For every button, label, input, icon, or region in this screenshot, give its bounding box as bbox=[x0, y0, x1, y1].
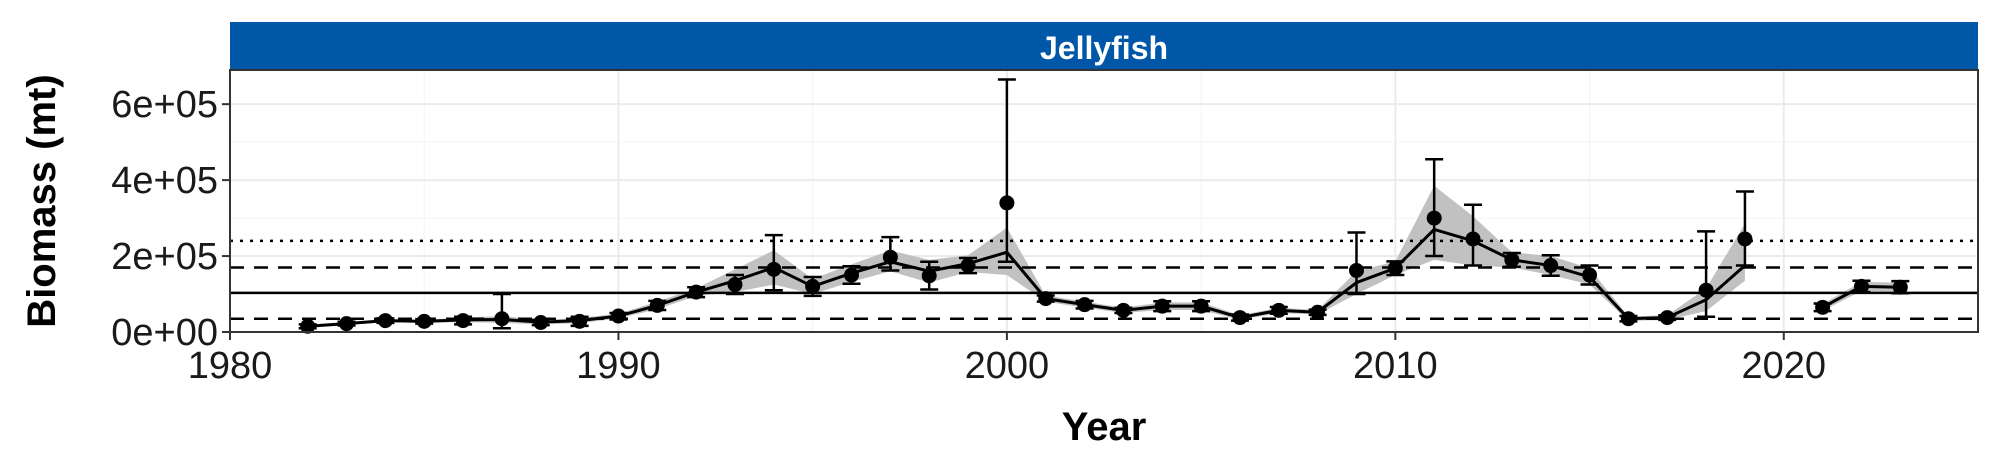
data-point bbox=[1271, 302, 1287, 318]
data-point bbox=[1582, 267, 1598, 283]
data-point bbox=[1892, 279, 1908, 295]
facet-title: Jellyfish bbox=[1040, 30, 1168, 66]
x-tick-label: 2020 bbox=[1742, 345, 1827, 387]
data-point bbox=[1543, 258, 1559, 274]
data-point bbox=[1232, 310, 1248, 326]
data-point bbox=[921, 268, 937, 284]
data-point bbox=[1815, 299, 1831, 315]
data-point bbox=[766, 261, 782, 277]
data-point bbox=[1038, 291, 1054, 307]
data-point bbox=[1659, 310, 1675, 326]
ribbon-band bbox=[1822, 281, 1901, 311]
data-point bbox=[494, 311, 510, 327]
data-point bbox=[727, 277, 743, 293]
y-tick-label: 2e+05 bbox=[111, 236, 218, 278]
y-axis-title: Biomass (mt) bbox=[20, 74, 64, 327]
reference-lines bbox=[230, 239, 1978, 320]
data-point bbox=[1115, 302, 1131, 318]
data-point bbox=[844, 267, 860, 283]
data-point bbox=[1504, 252, 1520, 268]
data-point bbox=[1426, 210, 1442, 226]
data-point bbox=[1853, 278, 1869, 294]
data-point bbox=[610, 308, 626, 324]
data-point bbox=[1310, 304, 1326, 320]
y-tick-label: 4e+05 bbox=[111, 160, 218, 202]
plot-panel bbox=[230, 70, 1978, 332]
data-point bbox=[1077, 297, 1093, 313]
data-point bbox=[1465, 231, 1481, 247]
data-point bbox=[999, 195, 1015, 211]
x-axis-ticks: 1980 1990 2000 2010 2020 bbox=[188, 332, 1826, 387]
data-point bbox=[455, 313, 471, 329]
data-point bbox=[1737, 231, 1753, 247]
data-point bbox=[960, 258, 976, 274]
x-tick-label: 2010 bbox=[1353, 345, 1438, 387]
y-tick-label: 0e+00 bbox=[111, 312, 218, 354]
data-point bbox=[300, 318, 316, 334]
x-tick-label: 1980 bbox=[188, 345, 273, 387]
data-point bbox=[649, 297, 665, 313]
x-tick-label: 2000 bbox=[965, 345, 1050, 387]
y-tick-label: 6e+05 bbox=[111, 84, 218, 126]
ribbon-band bbox=[307, 185, 1745, 328]
data-point bbox=[688, 284, 704, 300]
data-point bbox=[882, 249, 898, 265]
data-point bbox=[339, 316, 355, 332]
data-point bbox=[1620, 311, 1636, 327]
data-point bbox=[1154, 298, 1170, 314]
data-point bbox=[1387, 260, 1403, 276]
x-tick-label: 1990 bbox=[576, 345, 661, 387]
data-point bbox=[533, 315, 549, 331]
data-series bbox=[298, 78, 1910, 334]
data-point bbox=[377, 313, 393, 329]
fit-ribbon bbox=[307, 185, 1901, 328]
x-axis-title: Year bbox=[1062, 405, 1147, 449]
data-point bbox=[1698, 282, 1714, 298]
data-point bbox=[416, 313, 432, 329]
data-point bbox=[572, 313, 588, 329]
facet-strip bbox=[230, 22, 1978, 70]
y-axis-ticks: 0e+00 2e+05 4e+05 6e+05 bbox=[111, 84, 230, 354]
data-point bbox=[805, 278, 821, 294]
data-point bbox=[1348, 262, 1364, 278]
data-point bbox=[1193, 298, 1209, 314]
panel-border bbox=[229, 69, 1979, 333]
